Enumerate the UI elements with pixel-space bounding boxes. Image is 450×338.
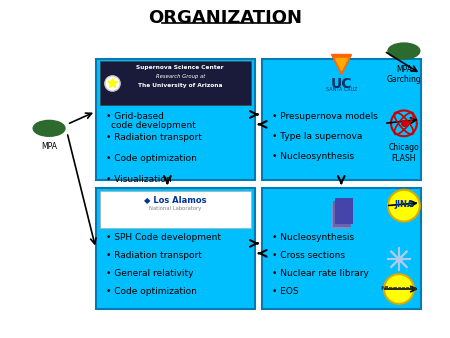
Text: • Nuclear rate library: • Nuclear rate library <box>272 269 369 278</box>
Text: • Radiation transport: • Radiation transport <box>106 133 202 142</box>
FancyBboxPatch shape <box>100 61 251 104</box>
FancyBboxPatch shape <box>96 188 255 309</box>
Ellipse shape <box>33 120 65 136</box>
Text: code development: code development <box>111 121 195 130</box>
Text: National Laboratory: National Laboratory <box>149 206 202 211</box>
FancyBboxPatch shape <box>96 59 255 180</box>
Text: Supernova Science Center: Supernova Science Center <box>136 65 224 70</box>
FancyBboxPatch shape <box>100 191 251 227</box>
Text: The University of Arizona: The University of Arizona <box>138 83 223 88</box>
Text: Minnesota: Minnesota <box>381 286 417 291</box>
FancyBboxPatch shape <box>331 204 349 230</box>
Text: MPA
Garching: MPA Garching <box>387 65 421 84</box>
Text: • Code optimization: • Code optimization <box>106 154 197 163</box>
Text: • General relativity: • General relativity <box>106 269 193 278</box>
Text: • EOS: • EOS <box>272 287 298 296</box>
Text: JINA: JINA <box>394 200 414 209</box>
FancyBboxPatch shape <box>333 201 351 226</box>
Text: • Type Ia supernova: • Type Ia supernova <box>272 132 362 141</box>
Text: • Radiation transport: • Radiation transport <box>106 251 202 260</box>
Circle shape <box>388 190 420 222</box>
Text: SANTA CRUZ: SANTA CRUZ <box>326 87 357 92</box>
Text: • SPH Code development: • SPH Code development <box>106 234 221 242</box>
Ellipse shape <box>388 43 420 59</box>
Text: Chicago
FLASH: Chicago FLASH <box>388 143 419 163</box>
FancyBboxPatch shape <box>335 198 353 223</box>
Text: • Nucleosynthesis: • Nucleosynthesis <box>272 152 354 161</box>
Text: • Nucleosynthesis: • Nucleosynthesis <box>272 234 354 242</box>
Text: MPA: MPA <box>41 142 57 151</box>
Circle shape <box>384 274 414 304</box>
Text: UC: UC <box>331 77 352 91</box>
Text: • Code optimization: • Code optimization <box>106 287 197 296</box>
FancyBboxPatch shape <box>262 188 421 309</box>
Text: • Visualization: • Visualization <box>106 175 171 184</box>
Text: • Presupernova models: • Presupernova models <box>272 113 378 121</box>
Text: • Grid-based: • Grid-based <box>106 113 164 121</box>
Text: ◆ Los Alamos: ◆ Los Alamos <box>144 195 207 204</box>
Text: • Cross sections: • Cross sections <box>272 251 345 260</box>
Text: ORGANIZATION: ORGANIZATION <box>148 9 302 27</box>
FancyBboxPatch shape <box>262 59 421 180</box>
Text: Research Group at: Research Group at <box>156 74 205 79</box>
